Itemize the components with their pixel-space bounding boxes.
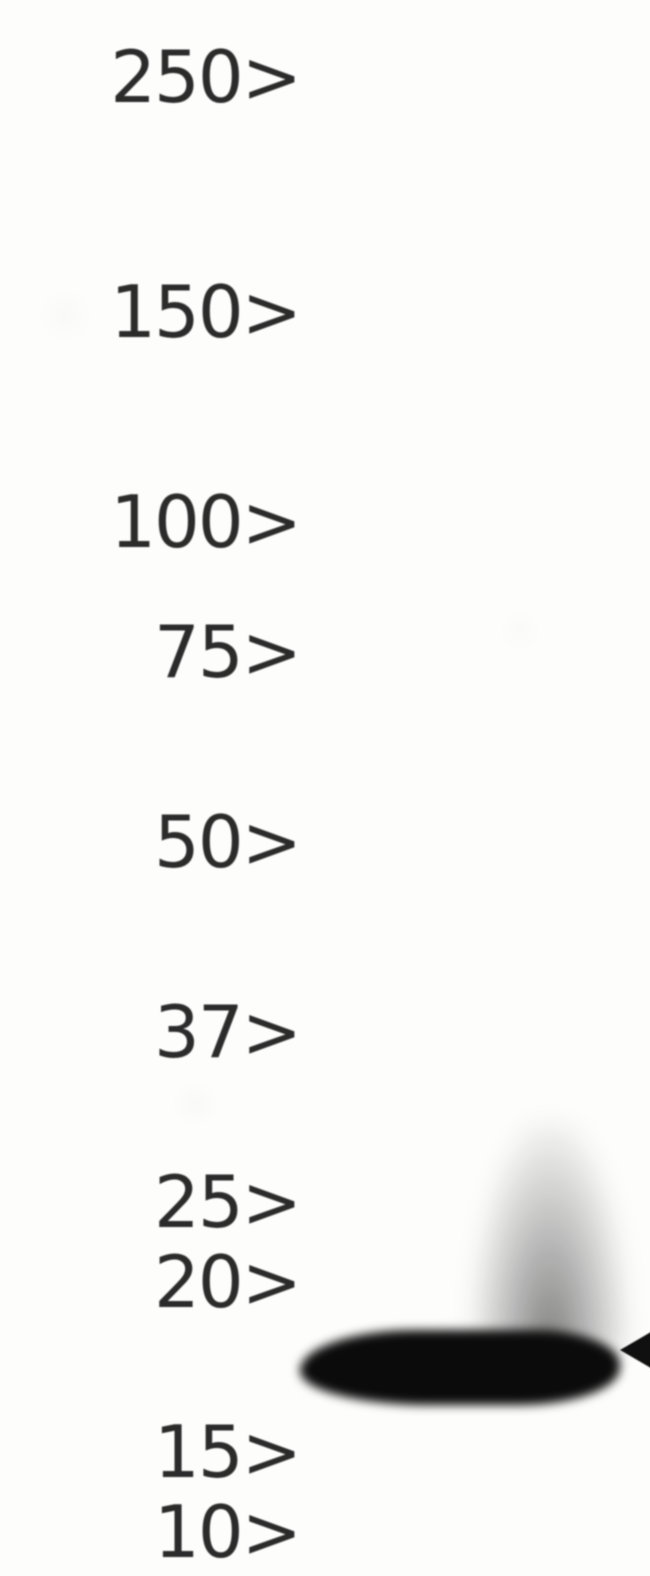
mw-marker-20: 20> xyxy=(0,1240,300,1324)
mw-marker-100: 100> xyxy=(0,480,300,564)
mw-marker-75: 75> xyxy=(0,610,300,694)
mw-marker-15: 15> xyxy=(0,1410,300,1494)
mw-marker-250: 250> xyxy=(0,35,300,119)
mw-marker-25: 25> xyxy=(0,1160,300,1244)
band-smear xyxy=(470,1120,630,1350)
mw-marker-37: 37> xyxy=(0,990,300,1074)
mw-marker-50: 50> xyxy=(0,800,300,884)
mw-marker-150: 150> xyxy=(0,270,300,354)
arrow-icon xyxy=(620,1315,650,1389)
mw-marker-10: 10> xyxy=(0,1490,300,1574)
protein-band xyxy=(300,1330,620,1405)
